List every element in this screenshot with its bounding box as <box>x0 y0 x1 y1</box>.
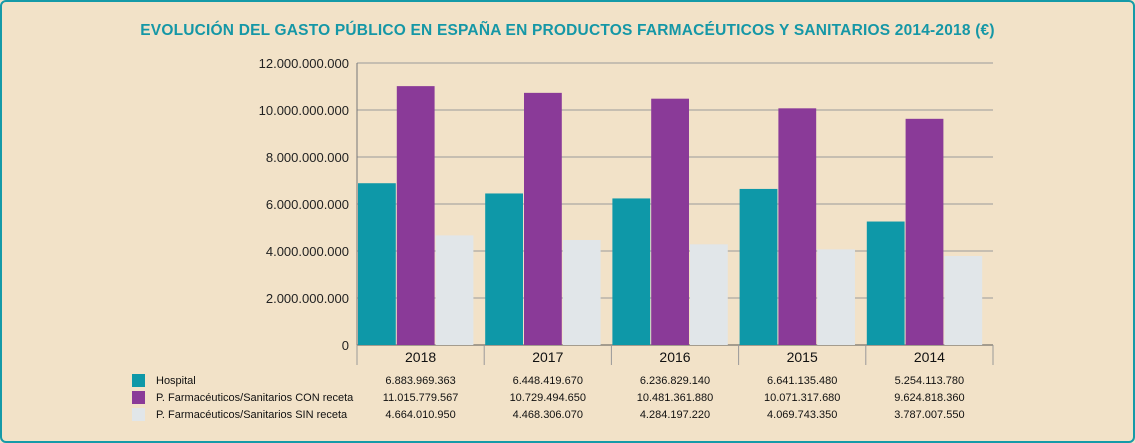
x-category-label: 2016 <box>659 349 690 365</box>
bar-2015-series-1 <box>739 188 778 345</box>
table-cell: 5.254.113.780 <box>895 375 965 387</box>
bar-2014-series-2 <box>905 118 944 345</box>
legend-swatch <box>132 391 145 404</box>
y-tick-label: 12.000.000.000 <box>259 56 349 71</box>
y-tick-label: 4.000.000.000 <box>266 244 349 259</box>
bar-2018-series-1 <box>358 183 396 345</box>
legend-swatch <box>132 408 145 421</box>
legend-label: P. Farmacéuticos/Sanitarios CON receta <box>156 392 354 404</box>
bar-2018-series-3 <box>435 235 474 345</box>
x-category-label: 2018 <box>405 349 436 365</box>
x-category-label: 2014 <box>914 349 945 365</box>
table-cell: 10.481.361.880 <box>637 392 713 404</box>
legend-label: P. Farmacéuticos/Sanitarios SIN receta <box>156 409 348 421</box>
table-cell: 6.448.419.670 <box>513 375 583 387</box>
bar-2016-series-2 <box>651 98 689 346</box>
y-tick-label: 6.000.000.000 <box>266 197 349 212</box>
x-axis-categories: 2018 2017 2016 2015 2014 <box>356 345 994 365</box>
legend-label: Hospital <box>156 375 196 387</box>
legend-swatch <box>132 374 145 387</box>
table-cell: 6.236.829.140 <box>640 375 710 387</box>
bar-2014-series-3 <box>944 256 983 345</box>
y-axis-ticks: 0 2.000.000.000 4.000.000.000 6.000.000.000… <box>259 56 349 353</box>
table-cell: 10.071.317.680 <box>764 392 840 404</box>
bar-2017-series-2 <box>523 92 562 345</box>
table-cell: 4.468.306.070 <box>513 409 583 421</box>
table-cell: 6.641.135.480 <box>767 375 837 387</box>
bar-2018-series-2 <box>396 86 435 345</box>
table-cell: 4.664.010.950 <box>385 409 455 421</box>
x-category-label: 2017 <box>532 349 563 365</box>
y-tick-label: 8.000.000.000 <box>266 150 349 165</box>
data-table: Hospital 6.883.969.363 6.448.419.670 6.236.… <box>132 374 965 421</box>
table-cell: 10.729.494.650 <box>510 392 586 404</box>
bar-2014-series-1 <box>866 221 905 345</box>
table-cell: 4.069.743.350 <box>767 409 837 421</box>
y-tick-label: 0 <box>342 338 349 353</box>
chart-title: EVOLUCIÓN DEL GASTO PÚBLICO EN ESPAÑA EN… <box>140 22 995 39</box>
bar-2016-series-3 <box>689 244 728 345</box>
x-category-label: 2015 <box>787 349 818 365</box>
bars <box>358 86 983 346</box>
bar-2015-series-2 <box>778 108 817 345</box>
y-tick-label: 10.000.000.000 <box>259 103 349 118</box>
y-tick-label: 2.000.000.000 <box>266 291 349 306</box>
table-cell: 6.883.969.363 <box>385 375 455 387</box>
table-cell: 4.284.197.220 <box>640 409 710 421</box>
table-cell: 3.787.007.550 <box>894 409 964 421</box>
bar-2016-series-1 <box>612 198 651 345</box>
bar-2017-series-3 <box>562 239 601 345</box>
table-cell: 9.624.818.360 <box>894 392 964 404</box>
bar-2015-series-3 <box>817 249 855 345</box>
table-cell: 11.015.779.567 <box>383 392 459 404</box>
bar-2017-series-1 <box>485 193 523 345</box>
